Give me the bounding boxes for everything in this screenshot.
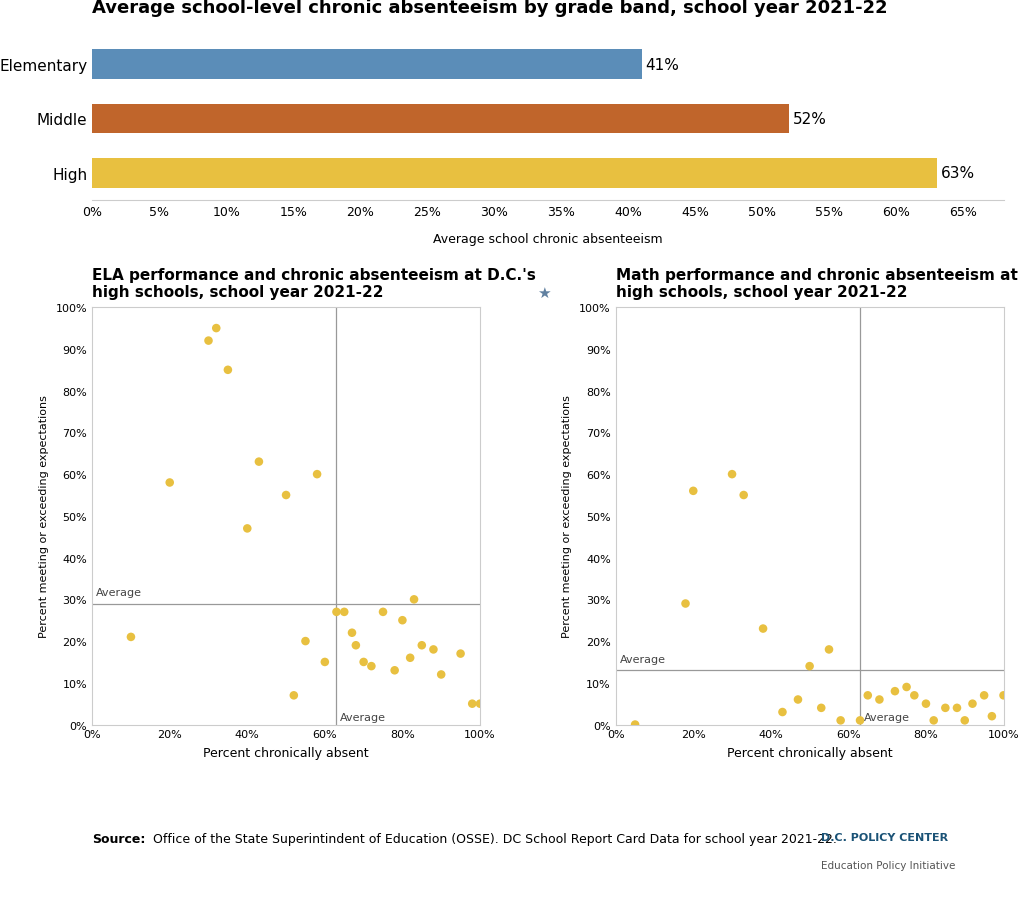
Text: Average: Average bbox=[96, 587, 142, 598]
Text: 52%: 52% bbox=[794, 112, 827, 127]
X-axis label: Percent chronically absent: Percent chronically absent bbox=[203, 747, 369, 759]
X-axis label: Percent chronically absent: Percent chronically absent bbox=[727, 747, 893, 759]
Point bbox=[627, 717, 643, 732]
Point bbox=[201, 334, 217, 348]
Point bbox=[309, 467, 326, 482]
Point bbox=[208, 321, 224, 336]
Point bbox=[406, 593, 422, 607]
Bar bbox=[92, 105, 790, 134]
Point bbox=[251, 455, 267, 469]
Point bbox=[735, 488, 752, 502]
Bar bbox=[92, 51, 642, 80]
Point bbox=[344, 626, 360, 640]
Text: Source:: Source: bbox=[92, 832, 145, 845]
Text: Office of the State Superintindent of Education (OSSE). DC School Report Card Da: Office of the State Superintindent of Ed… bbox=[148, 832, 837, 845]
Text: Education Policy Initiative: Education Policy Initiative bbox=[821, 861, 955, 870]
Text: ELA performance and chronic absenteeism at D.C.'s
high schools, school year 2021: ELA performance and chronic absenteeism … bbox=[92, 267, 536, 299]
Point bbox=[414, 639, 430, 653]
Point bbox=[239, 521, 255, 536]
Text: Average: Average bbox=[620, 654, 666, 664]
Text: Average: Average bbox=[340, 713, 386, 723]
Point bbox=[906, 688, 923, 703]
Point bbox=[464, 696, 480, 711]
Point bbox=[685, 484, 701, 499]
Point bbox=[453, 647, 469, 661]
Point bbox=[937, 701, 953, 715]
Point bbox=[821, 642, 838, 657]
Point bbox=[316, 655, 333, 669]
Y-axis label: Percent meeting or exceeding expectations: Percent meeting or exceeding expectation… bbox=[562, 395, 572, 638]
Point bbox=[926, 713, 942, 728]
Point bbox=[774, 705, 791, 720]
Point bbox=[677, 596, 693, 611]
Point bbox=[355, 655, 372, 669]
Point bbox=[976, 688, 992, 703]
Point bbox=[802, 659, 818, 674]
Text: Average school-level chronic absenteeism by grade band, school year 2021-22: Average school-level chronic absenteeism… bbox=[92, 0, 888, 17]
Point bbox=[724, 467, 740, 482]
Point bbox=[887, 685, 903, 699]
Point bbox=[871, 693, 888, 707]
Point bbox=[965, 696, 981, 711]
Point bbox=[336, 605, 352, 620]
Point bbox=[472, 696, 488, 711]
X-axis label: Average school chronic absenteeism: Average school chronic absenteeism bbox=[433, 233, 663, 245]
Y-axis label: Percent meeting or exceeding expectations: Percent meeting or exceeding expectation… bbox=[39, 395, 49, 638]
Point bbox=[918, 696, 934, 711]
Point bbox=[949, 701, 966, 715]
Point bbox=[402, 651, 419, 666]
Text: D.C. POLICY CENTER: D.C. POLICY CENTER bbox=[821, 832, 948, 842]
Text: 63%: 63% bbox=[940, 166, 975, 181]
Text: ★: ★ bbox=[537, 286, 550, 301]
Point bbox=[995, 688, 1012, 703]
Point bbox=[813, 701, 829, 715]
Point bbox=[348, 639, 365, 653]
Bar bbox=[92, 159, 937, 189]
Point bbox=[278, 488, 294, 502]
Point bbox=[297, 634, 313, 649]
Text: 41%: 41% bbox=[646, 58, 680, 72]
Point bbox=[898, 680, 914, 695]
Point bbox=[286, 688, 302, 703]
Text: Math performance and chronic absenteeism at D.C.'s
high schools, school year 202: Math performance and chronic absenteeism… bbox=[615, 267, 1024, 299]
Point bbox=[984, 709, 1000, 723]
Point bbox=[790, 693, 806, 707]
Point bbox=[833, 713, 849, 728]
Point bbox=[329, 605, 345, 620]
Point bbox=[433, 667, 450, 682]
Point bbox=[859, 688, 876, 703]
Point bbox=[852, 713, 868, 728]
Point bbox=[123, 630, 139, 644]
Point bbox=[755, 621, 771, 636]
Point bbox=[425, 642, 441, 657]
Point bbox=[394, 613, 411, 628]
Point bbox=[386, 663, 402, 677]
Text: Average: Average bbox=[864, 713, 910, 723]
Point bbox=[956, 713, 973, 728]
Point bbox=[364, 659, 380, 674]
Point bbox=[220, 364, 237, 378]
Point bbox=[162, 475, 178, 490]
Point bbox=[375, 605, 391, 620]
